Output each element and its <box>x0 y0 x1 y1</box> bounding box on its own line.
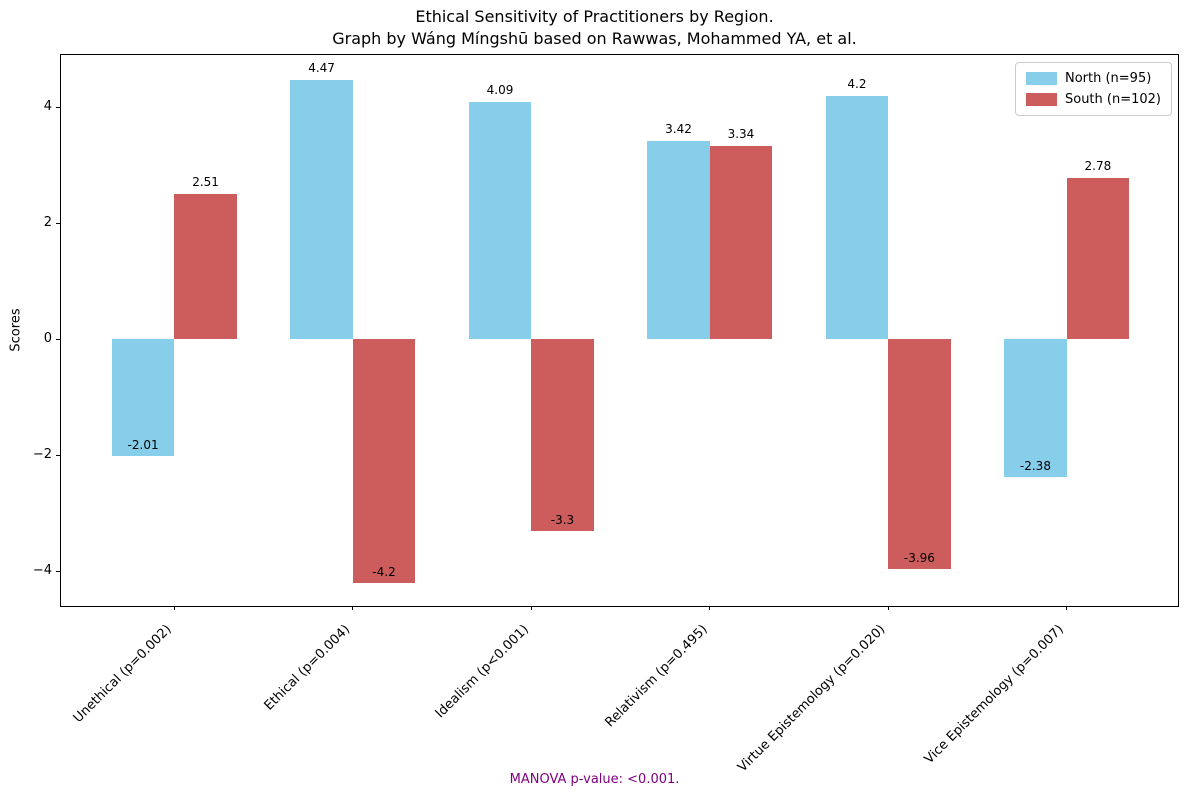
legend-swatch-south <box>1025 93 1057 106</box>
bar-value-label: -3.3 <box>550 512 575 527</box>
bar-value-label: 4.09 <box>486 83 514 97</box>
y-tick <box>56 222 60 224</box>
legend-item-north: North (n=95) <box>1025 71 1161 86</box>
x-tick <box>1066 606 1068 610</box>
chart-title: Ethical Sensitivity of Practitioners by … <box>0 6 1189 50</box>
legend-label-north: North (n=95) <box>1064 71 1152 86</box>
bar-south-0 <box>174 193 237 340</box>
x-tick <box>530 606 532 610</box>
legend-swatch-north <box>1025 72 1057 85</box>
x-tick <box>173 606 175 610</box>
bar-south-5 <box>1066 178 1130 340</box>
bar-value-label: 2.78 <box>1084 159 1112 174</box>
y-tick <box>56 106 60 108</box>
y-tick <box>56 454 60 456</box>
x-tick <box>887 606 889 610</box>
y-axis-label: Scores <box>8 308 24 352</box>
bar-north-5 <box>1004 339 1067 478</box>
bar-north-4 <box>825 95 889 340</box>
x-category-label: Relativism (p=0.495) <box>602 622 711 731</box>
x-category-label: Unethical (p=0.002) <box>70 622 175 726</box>
bar-value-label: -3.96 <box>903 551 935 566</box>
x-category-label: Virtue Epistemology (p=0.020) <box>735 622 889 776</box>
legend-item-south: South (n=102) <box>1025 92 1161 107</box>
bar-north-3 <box>647 140 710 340</box>
y-tick <box>56 570 60 573</box>
y-tick-label: 2 <box>43 215 52 231</box>
bar-south-2 <box>531 339 594 531</box>
chart-title-line2: Graph by Wáng Míngshū based on Rawwas, M… <box>332 29 857 48</box>
y-tick-label: 0 <box>43 331 52 347</box>
y-tick-label: 4 <box>43 99 52 115</box>
chart-title-line1: Ethical Sensitivity of Practitioners by … <box>415 7 774 26</box>
x-category-label: Idealism (p<0.001) <box>432 622 532 722</box>
x-tick <box>709 606 711 610</box>
bar-value-label: 3.42 <box>665 121 692 136</box>
plot-area: North (n=95) South (n=102) −4 −2 0 2 4 Unethi… <box>33 54 1179 775</box>
x-category-label: Vice Epistemology (p=0.007) <box>922 622 1068 768</box>
legend-label-south: South (n=102) <box>1064 92 1161 107</box>
bar-south-3 <box>709 145 773 340</box>
bar-value-label: 2.51 <box>192 174 219 189</box>
bar-value-label: 3.34 <box>727 126 755 141</box>
x-category-label: Ethical (p=0.004) <box>261 622 354 714</box>
x-tick <box>352 606 354 610</box>
bar-north-0 <box>111 339 175 456</box>
bar-north-2 <box>468 102 532 340</box>
bar-value-label: -4.2 <box>372 565 396 580</box>
bar-value-label: -2.01 <box>127 437 159 452</box>
bar-value-label: 4.47 <box>308 60 335 75</box>
y-tick-label: −2 <box>32 447 52 463</box>
y-tick-label: −4 <box>32 563 52 579</box>
y-tick <box>56 338 60 340</box>
bar-north-1 <box>290 79 353 340</box>
bar-value-label: 4.2 <box>847 76 867 91</box>
legend: North (n=95) South (n=102) <box>1014 62 1172 116</box>
bar-south-4 <box>888 339 951 570</box>
bar-south-1 <box>352 339 416 584</box>
manova-annotation: MANOVA p-value: <0.001. <box>509 772 680 787</box>
bar-value-label: -2.38 <box>1019 459 1051 474</box>
